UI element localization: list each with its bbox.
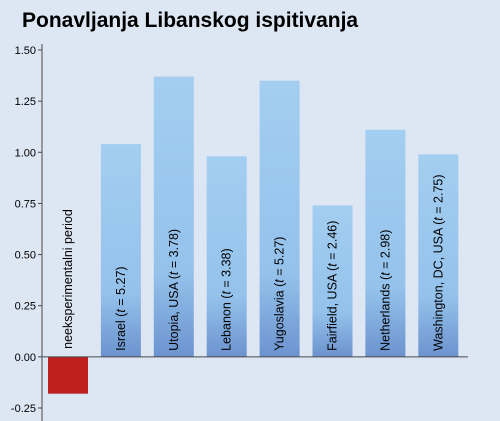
category-label: Fairfield, USA (t = 2.46) (326, 221, 340, 351)
bar-1 (100, 144, 141, 357)
bar-0 (48, 356, 88, 394)
y-tick-label: 1.50 (15, 45, 36, 57)
y-tick-label: 0.25 (15, 301, 36, 313)
bars-layer (48, 76, 459, 394)
category-label: Israel (t = 5.27) (114, 266, 128, 350)
category-label: neeksperimentalni period (61, 209, 75, 349)
category-label: Washington, DC, USA (t = 2.75) (431, 174, 445, 350)
bar-6 (365, 129, 406, 357)
y-tick-label: 0.50 (15, 250, 36, 262)
category-label: Yugoslavia (t = 5.27) (273, 237, 287, 351)
bar-7 (418, 154, 459, 357)
category-label: Netherlands (t = 2.98) (378, 230, 392, 351)
y-tick-label: 0.00 (15, 352, 36, 364)
y-tick-label: 1.25 (15, 96, 36, 108)
bar-3 (206, 156, 247, 357)
y-tick-label: 0.75 (15, 198, 36, 210)
bar-5 (312, 205, 353, 357)
bar-2 (153, 76, 194, 357)
category-label: Lebanon (t = 3.38) (220, 248, 234, 351)
chart-title: Ponavljanja Libanskog ispitivanja (22, 9, 358, 32)
y-tick-label: -0.25 (11, 403, 36, 415)
bar-4 (259, 80, 300, 357)
y-tick-label: 1.00 (15, 147, 36, 159)
bar-labels-layer: neeksperimentalni period Israel (t = 5.27… (61, 174, 445, 350)
y-axis: -0.25 0.00 0.25 0.50 0.75 1.00 1.25 1.50 (11, 44, 468, 421)
category-label: Utopia, USA (t = 3.78) (167, 229, 181, 351)
